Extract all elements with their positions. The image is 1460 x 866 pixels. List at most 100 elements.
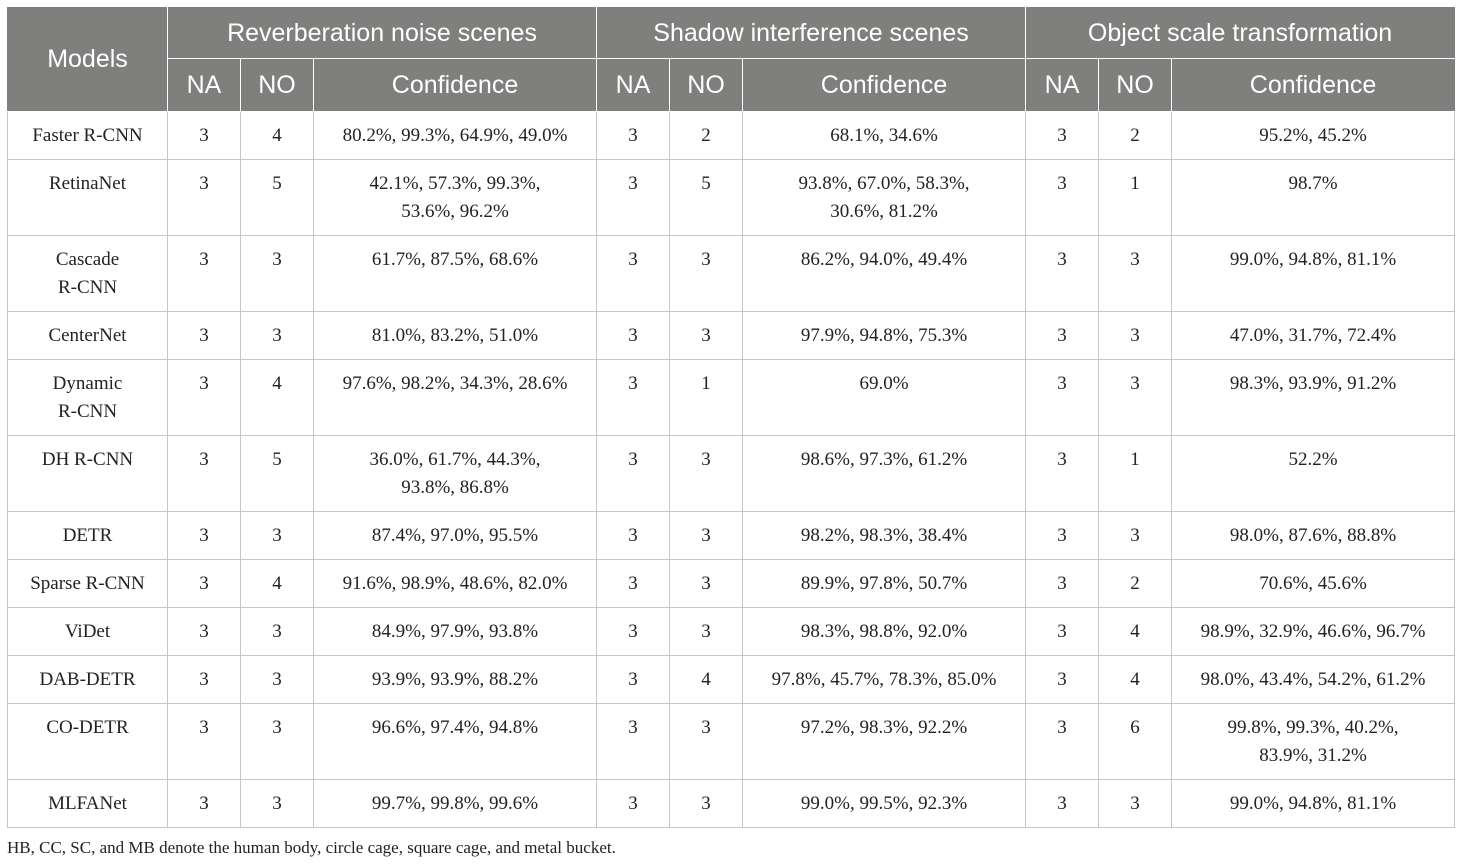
no-cell: 4 [240, 359, 314, 436]
table-row: MLFANet 3 3 99.7%, 99.8%, 99.6% 3 3 99.0%, 99.… [7, 779, 1456, 828]
no-cell: 4 [1098, 655, 1173, 704]
table-row: DH R-CNN 3 5 36.0%, 61.7%, 44.3%, 93.8%, 86.… [7, 435, 1456, 512]
no-cell: 5 [240, 435, 314, 512]
na-cell: 3 [596, 311, 671, 360]
no-cell: 2 [1098, 559, 1173, 608]
no-header: NO [669, 58, 744, 112]
na-cell: 3 [1025, 607, 1100, 656]
confidence-cell: 98.6%, 97.3%, 61.2% [742, 435, 1027, 512]
model-name-cell: Cascade R-CNN [7, 235, 168, 312]
confidence-cell: 86.2%, 94.0%, 49.4% [742, 235, 1027, 312]
na-cell: 3 [596, 703, 671, 780]
table-row: ViDet 3 3 84.9%, 97.9%, 93.8% 3 3 98.3%, 98.8%… [7, 607, 1456, 656]
no-cell: 3 [669, 311, 744, 360]
confidence-cell: 93.8%, 67.0%, 58.3%, 30.6%, 81.2% [742, 159, 1027, 236]
na-header: NA [167, 58, 241, 112]
na-cell: 3 [596, 111, 671, 160]
na-header: NA [596, 58, 671, 112]
table-row: CO-DETR 3 3 96.6%, 97.4%, 94.8% 3 3 97.2%, 98.… [7, 703, 1456, 780]
confidence-cell: 98.7% [1171, 159, 1456, 236]
group-header-scale: Object scale transformation [1025, 7, 1456, 59]
confidence-cell: 99.0%, 94.8%, 81.1% [1171, 779, 1456, 828]
table-header: Models Reverberation noise scenes Shadow… [7, 7, 1456, 112]
na-cell: 3 [167, 235, 241, 312]
confidence-cell: 81.0%, 83.2%, 51.0% [312, 311, 598, 360]
table-row: DAB-DETR 3 3 93.9%, 93.9%, 88.2% 3 4 97.8%, 45… [7, 655, 1456, 704]
na-cell: 3 [1025, 703, 1100, 780]
na-cell: 3 [596, 511, 671, 560]
no-cell: 1 [1098, 435, 1173, 512]
table-row: RetinaNet 3 5 42.1%, 57.3%, 99.3%, 53.6%, 96… [7, 159, 1456, 236]
no-cell: 3 [240, 311, 314, 360]
confidence-header: Confidence [312, 58, 598, 112]
na-cell: 3 [596, 655, 671, 704]
confidence-cell: 69.0% [742, 359, 1027, 436]
no-cell: 3 [669, 559, 744, 608]
confidence-header: Confidence [742, 58, 1027, 112]
na-cell: 3 [1025, 435, 1100, 512]
na-cell: 3 [596, 435, 671, 512]
no-cell: 3 [669, 607, 744, 656]
na-cell: 3 [167, 111, 241, 160]
na-cell: 3 [167, 311, 241, 360]
na-cell: 3 [167, 435, 241, 512]
no-cell: 3 [240, 779, 314, 828]
no-cell: 3 [669, 703, 744, 780]
confidence-cell: 84.9%, 97.9%, 93.8% [312, 607, 598, 656]
no-cell: 3 [1098, 311, 1173, 360]
model-name-cell: CenterNet [7, 311, 168, 360]
confidence-cell: 80.2%, 99.3%, 64.9%, 49.0% [312, 111, 598, 160]
model-name-cell: DAB-DETR [7, 655, 168, 704]
na-cell: 3 [596, 359, 671, 436]
confidence-cell: 68.1%, 34.6% [742, 111, 1027, 160]
confidence-cell: 98.2%, 98.3%, 38.4% [742, 511, 1027, 560]
confidence-cell: 61.7%, 87.5%, 68.6% [312, 235, 598, 312]
no-cell: 6 [1098, 703, 1173, 780]
na-cell: 3 [167, 159, 241, 236]
table-row: Sparse R-CNN 3 4 91.6%, 98.9%, 48.6%, 82.0%… [7, 559, 1456, 608]
model-name-cell: RetinaNet [7, 159, 168, 236]
group-header-shadow: Shadow interference scenes [596, 7, 1027, 59]
na-cell: 3 [596, 235, 671, 312]
no-cell: 1 [669, 359, 744, 436]
confidence-cell: 42.1%, 57.3%, 99.3%, 53.6%, 96.2% [312, 159, 598, 236]
table-row: Dynamic R-CNN 3 4 97.6%, 98.2%, 34.3%, 28.6%… [7, 359, 1456, 436]
confidence-cell: 96.6%, 97.4%, 94.8% [312, 703, 598, 780]
table-row: Cascade R-CNN 3 3 61.7%, 87.5%, 68.6% 3 3 86.2%… [7, 235, 1456, 312]
no-cell: 3 [1098, 511, 1173, 560]
na-header: NA [1025, 58, 1100, 112]
na-cell: 3 [1025, 235, 1100, 312]
no-cell: 3 [1098, 359, 1173, 436]
no-cell: 3 [669, 779, 744, 828]
confidence-cell: 98.3%, 93.9%, 91.2% [1171, 359, 1456, 436]
no-cell: 3 [240, 655, 314, 704]
na-cell: 3 [167, 779, 241, 828]
na-cell: 3 [167, 607, 241, 656]
model-name-cell: DETR [7, 511, 168, 560]
table-row: CenterNet 3 3 81.0%, 83.2%, 51.0% 3 3 97.9%, 9… [7, 311, 1456, 360]
confidence-cell: 98.0%, 87.6%, 88.8% [1171, 511, 1456, 560]
confidence-cell: 95.2%, 45.2% [1171, 111, 1456, 160]
confidence-cell: 47.0%, 31.7%, 72.4% [1171, 311, 1456, 360]
na-cell: 3 [1025, 655, 1100, 704]
table-row: Faster R-CNN 3 4 80.2%, 99.3%, 64.9%, 49.0%… [7, 111, 1456, 160]
table-wrapper: Models Reverberation noise scenes Shadow… [7, 7, 1456, 828]
no-cell: 3 [240, 703, 314, 780]
no-header: NO [240, 58, 314, 112]
no-cell: 3 [1098, 779, 1173, 828]
confidence-cell: 89.9%, 97.8%, 50.7% [742, 559, 1027, 608]
confidence-cell: 97.6%, 98.2%, 34.3%, 28.6% [312, 359, 598, 436]
confidence-cell: 98.9%, 32.9%, 46.6%, 96.7% [1171, 607, 1456, 656]
confidence-cell: 36.0%, 61.7%, 44.3%, 93.8%, 86.8% [312, 435, 598, 512]
na-cell: 3 [1025, 159, 1100, 236]
no-cell: 5 [669, 159, 744, 236]
table-footnote: HB, CC, SC, and MB denote the human body… [7, 838, 616, 857]
na-cell: 3 [1025, 779, 1100, 828]
model-name-cell: CO-DETR [7, 703, 168, 780]
no-cell: 3 [669, 435, 744, 512]
confidence-cell: 99.7%, 99.8%, 99.6% [312, 779, 598, 828]
na-cell: 3 [596, 559, 671, 608]
confidence-cell: 91.6%, 98.9%, 48.6%, 82.0% [312, 559, 598, 608]
model-name-cell: Dynamic R-CNN [7, 359, 168, 436]
group-header-reverberation: Reverberation noise scenes [166, 7, 598, 59]
